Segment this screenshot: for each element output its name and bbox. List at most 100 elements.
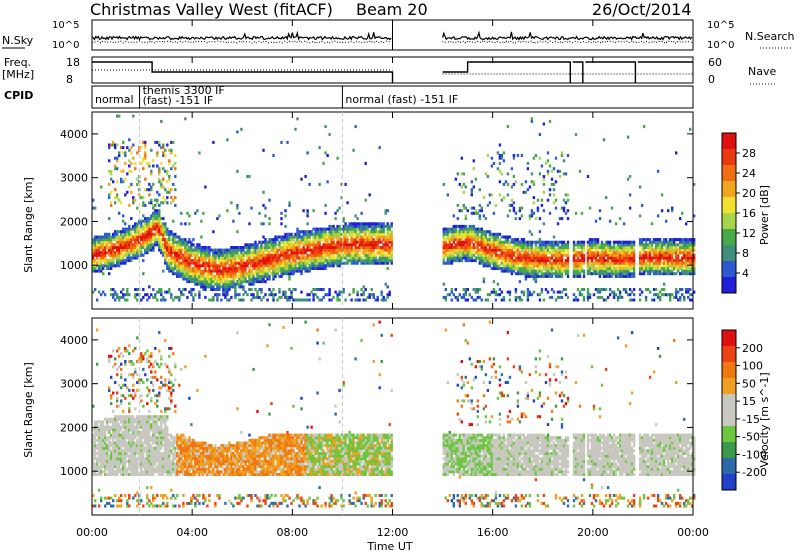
heatmap-cell [324, 264, 327, 268]
heatmap-cell [228, 282, 231, 286]
heatmap-cell [576, 298, 580, 302]
heatmap-cell [240, 298, 243, 302]
heatmap-cell [520, 259, 524, 263]
heatmap-cell [490, 261, 494, 265]
heatmap-cell [182, 253, 185, 257]
heatmap-cell [652, 256, 656, 260]
heatmap-cell [146, 248, 149, 252]
heatmap-cell [372, 230, 375, 234]
heatmap-cell [326, 227, 329, 231]
heatmap-cell [598, 267, 602, 270]
heatmap-cell [687, 267, 690, 270]
heatmap-cell [270, 293, 273, 297]
heatmap-cell [238, 264, 241, 268]
heatmap-cell [308, 238, 311, 242]
heatmap-cell [110, 201, 113, 205]
heatmap-cell [667, 267, 670, 270]
heatmap-cell [108, 253, 111, 257]
heatmap-cell [478, 253, 481, 257]
heatmap-cell [158, 222, 161, 226]
heatmap-cell [358, 238, 361, 242]
heatmap-cell [200, 264, 203, 268]
heatmap-cell [342, 230, 345, 234]
heatmap-cell [667, 259, 670, 263]
heatmap-cell [258, 240, 261, 244]
heatmap-cell [596, 240, 600, 244]
heatmap-cell [174, 246, 177, 249]
heatmap-cell [612, 269, 616, 273]
heatmap-cell [208, 280, 211, 284]
heatmap-cell [526, 253, 530, 257]
heatmap-cell [528, 269, 532, 273]
heatmap-cell [204, 288, 207, 291]
heatmap-cell [248, 261, 251, 265]
heatmap-cell [478, 240, 481, 244]
heatmap-cell [564, 293, 568, 297]
heatmap-cell [94, 441, 97, 445]
heatmap-cell [616, 264, 620, 268]
heatmap-cell [262, 256, 265, 260]
heatmap-cell [528, 256, 532, 260]
heatmap-cell [574, 295, 578, 299]
heatmap-cell [104, 251, 107, 255]
heatmap-cell [346, 248, 349, 252]
heatmap-cell [508, 261, 512, 265]
heatmap-cell [202, 211, 205, 215]
heatmap-cell [112, 293, 115, 297]
heatmap-cell [170, 243, 173, 247]
heatmap-cell [178, 261, 181, 265]
heatmap-cell [168, 261, 171, 265]
heatmap-cell [494, 267, 498, 270]
heatmap-cell [632, 293, 636, 297]
heatmap-cell [496, 151, 500, 155]
heatmap-cell [520, 243, 524, 247]
heatmap-cell [252, 277, 255, 281]
heatmap-cell [510, 251, 514, 255]
heatmap-cell [444, 295, 447, 299]
heatmap-cell [196, 253, 199, 257]
heatmap-cell [628, 264, 632, 268]
heatmap-cell [376, 261, 379, 265]
heatmap-cell [578, 261, 582, 265]
heatmap-cell [364, 230, 367, 234]
heatmap-cell [380, 261, 383, 265]
heatmap-cell [294, 127, 297, 131]
heatmap-cell [364, 261, 367, 265]
heatmap-cell [108, 246, 111, 249]
heatmap-cell [212, 264, 215, 268]
heatmap-cell [510, 167, 514, 171]
heatmap-cell [120, 177, 123, 181]
heatmap-cell [168, 230, 171, 234]
heatmap-cell [524, 240, 528, 244]
heatmap-cell [280, 261, 283, 265]
heatmap-cell [558, 253, 562, 257]
heatmap-cell [224, 295, 227, 299]
heatmap-cell [496, 256, 500, 260]
heatmap-cell [312, 251, 315, 255]
heatmap-cell [532, 253, 536, 257]
heatmap-cell [290, 251, 293, 255]
heatmap-cell [98, 243, 101, 247]
heatmap-cell [612, 261, 616, 265]
heatmap-cell [622, 246, 626, 249]
heatmap-cell [306, 151, 309, 155]
heatmap-cell [336, 243, 339, 247]
nsearch-tick-bottom: 10^0 [707, 40, 734, 51]
heatmap-cell [316, 248, 319, 252]
heatmap-cell [184, 251, 187, 255]
heatmap-cell [464, 251, 467, 255]
heatmap-cell [679, 261, 682, 265]
heatmap-cell [160, 185, 163, 189]
heatmap-cell [232, 264, 235, 268]
heatmap-cell [582, 243, 586, 247]
heatmap-cell [574, 264, 578, 268]
heatmap-cell [628, 246, 632, 249]
heatmap-cell [268, 243, 271, 247]
heatmap-cell [244, 264, 247, 268]
heatmap-cell [366, 253, 369, 257]
heatmap-cell [172, 182, 175, 186]
heatmap-cell [534, 264, 538, 268]
heatmap-cell [528, 230, 532, 234]
nsky-tick-top: 10^5 [52, 20, 79, 31]
heatmap-cell [382, 232, 385, 236]
